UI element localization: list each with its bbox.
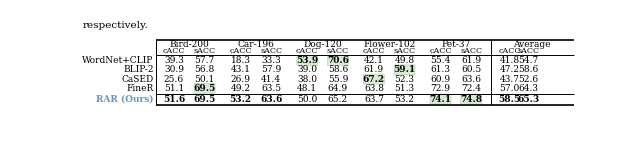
Text: cACC: cACC: [229, 47, 252, 55]
FancyBboxPatch shape: [364, 74, 385, 84]
Text: 48.1: 48.1: [297, 84, 317, 93]
Text: sACC: sACC: [517, 47, 540, 55]
FancyBboxPatch shape: [328, 56, 348, 66]
Text: 65.2: 65.2: [328, 95, 348, 104]
Text: 42.1: 42.1: [364, 56, 384, 65]
Text: sACC: sACC: [193, 47, 216, 55]
Text: 64.9: 64.9: [328, 84, 348, 93]
Text: 39.0: 39.0: [297, 65, 317, 74]
Text: 52.6: 52.6: [518, 75, 538, 84]
FancyBboxPatch shape: [297, 56, 317, 66]
Text: Dog-120: Dog-120: [303, 40, 342, 49]
Text: 60.9: 60.9: [431, 75, 451, 84]
Text: WordNet+CLIP: WordNet+CLIP: [83, 56, 154, 65]
Text: RAR (Ours): RAR (Ours): [96, 95, 154, 104]
Text: 61.9: 61.9: [461, 56, 481, 65]
Text: 53.2: 53.2: [230, 95, 252, 104]
Text: Car-196: Car-196: [237, 40, 275, 49]
Text: 18.3: 18.3: [230, 56, 251, 65]
Text: Pet-37: Pet-37: [441, 40, 470, 49]
Text: sACC: sACC: [460, 47, 483, 55]
Text: CaSED: CaSED: [122, 75, 154, 84]
Text: 69.5: 69.5: [193, 84, 216, 93]
Text: 72.4: 72.4: [461, 84, 481, 93]
Text: 50.1: 50.1: [195, 75, 215, 84]
Text: 61.3: 61.3: [431, 65, 451, 74]
Text: Average: Average: [513, 40, 551, 49]
Text: 30.9: 30.9: [164, 65, 184, 74]
Text: 51.6: 51.6: [163, 95, 185, 104]
Text: 61.9: 61.9: [364, 65, 384, 74]
Text: 58.5: 58.5: [499, 95, 521, 104]
Text: 74.1: 74.1: [429, 95, 452, 104]
Text: 54.7: 54.7: [518, 56, 539, 65]
Text: 57.0: 57.0: [499, 84, 520, 93]
Text: 41.4: 41.4: [261, 75, 282, 84]
Text: sACC: sACC: [394, 47, 415, 55]
Text: cACC: cACC: [429, 47, 452, 55]
Text: 63.8: 63.8: [364, 84, 384, 93]
Text: cACC: cACC: [363, 47, 385, 55]
Text: 47.2: 47.2: [500, 65, 520, 74]
FancyBboxPatch shape: [461, 94, 482, 104]
Text: 55.4: 55.4: [430, 56, 451, 65]
Text: 57.7: 57.7: [195, 56, 215, 65]
Text: sACC: sACC: [260, 47, 282, 55]
Text: 26.9: 26.9: [230, 75, 251, 84]
Text: 69.5: 69.5: [193, 95, 216, 104]
Text: 63.5: 63.5: [261, 84, 282, 93]
Text: 51.3: 51.3: [394, 84, 415, 93]
Text: 39.3: 39.3: [164, 56, 184, 65]
Text: 51.1: 51.1: [164, 84, 184, 93]
Text: 63.6: 63.6: [461, 75, 481, 84]
Text: cACC: cACC: [296, 47, 319, 55]
Text: FineR: FineR: [126, 84, 154, 93]
Text: 49.2: 49.2: [230, 84, 251, 93]
FancyBboxPatch shape: [394, 65, 415, 75]
Text: 56.8: 56.8: [195, 65, 215, 74]
Text: 53.9: 53.9: [296, 56, 318, 65]
Text: 58.6: 58.6: [518, 65, 539, 74]
Text: Flower-102: Flower-102: [363, 40, 415, 49]
FancyBboxPatch shape: [430, 94, 451, 104]
Text: 43.7: 43.7: [500, 75, 520, 84]
Text: 65.3: 65.3: [517, 95, 540, 104]
Text: 38.0: 38.0: [297, 75, 317, 84]
Text: 70.6: 70.6: [327, 56, 349, 65]
Text: 67.2: 67.2: [363, 75, 385, 84]
Text: 72.9: 72.9: [431, 84, 451, 93]
Text: 59.1: 59.1: [394, 65, 415, 74]
FancyBboxPatch shape: [194, 83, 215, 93]
Text: 50.0: 50.0: [297, 95, 317, 104]
Text: 53.2: 53.2: [394, 95, 415, 104]
Text: 55.9: 55.9: [328, 75, 348, 84]
Text: sACC: sACC: [327, 47, 349, 55]
Text: 43.1: 43.1: [230, 65, 251, 74]
Text: 74.8: 74.8: [460, 95, 483, 104]
Text: 60.5: 60.5: [461, 65, 481, 74]
Text: cACC: cACC: [163, 47, 185, 55]
Text: cACC: cACC: [499, 47, 521, 55]
Text: 25.6: 25.6: [164, 75, 184, 84]
Text: 58.6: 58.6: [328, 65, 348, 74]
Text: 41.8: 41.8: [500, 56, 520, 65]
Text: 33.3: 33.3: [261, 56, 281, 65]
Text: 63.6: 63.6: [260, 95, 282, 104]
Text: 52.3: 52.3: [394, 75, 415, 84]
Text: 64.3: 64.3: [518, 84, 538, 93]
Text: BLIP-2: BLIP-2: [123, 65, 154, 74]
Text: 49.8: 49.8: [394, 56, 415, 65]
Text: respectively.: respectively.: [83, 21, 148, 30]
Text: 63.7: 63.7: [364, 95, 384, 104]
Text: 57.9: 57.9: [261, 65, 282, 74]
Text: Bird-200: Bird-200: [170, 40, 209, 49]
